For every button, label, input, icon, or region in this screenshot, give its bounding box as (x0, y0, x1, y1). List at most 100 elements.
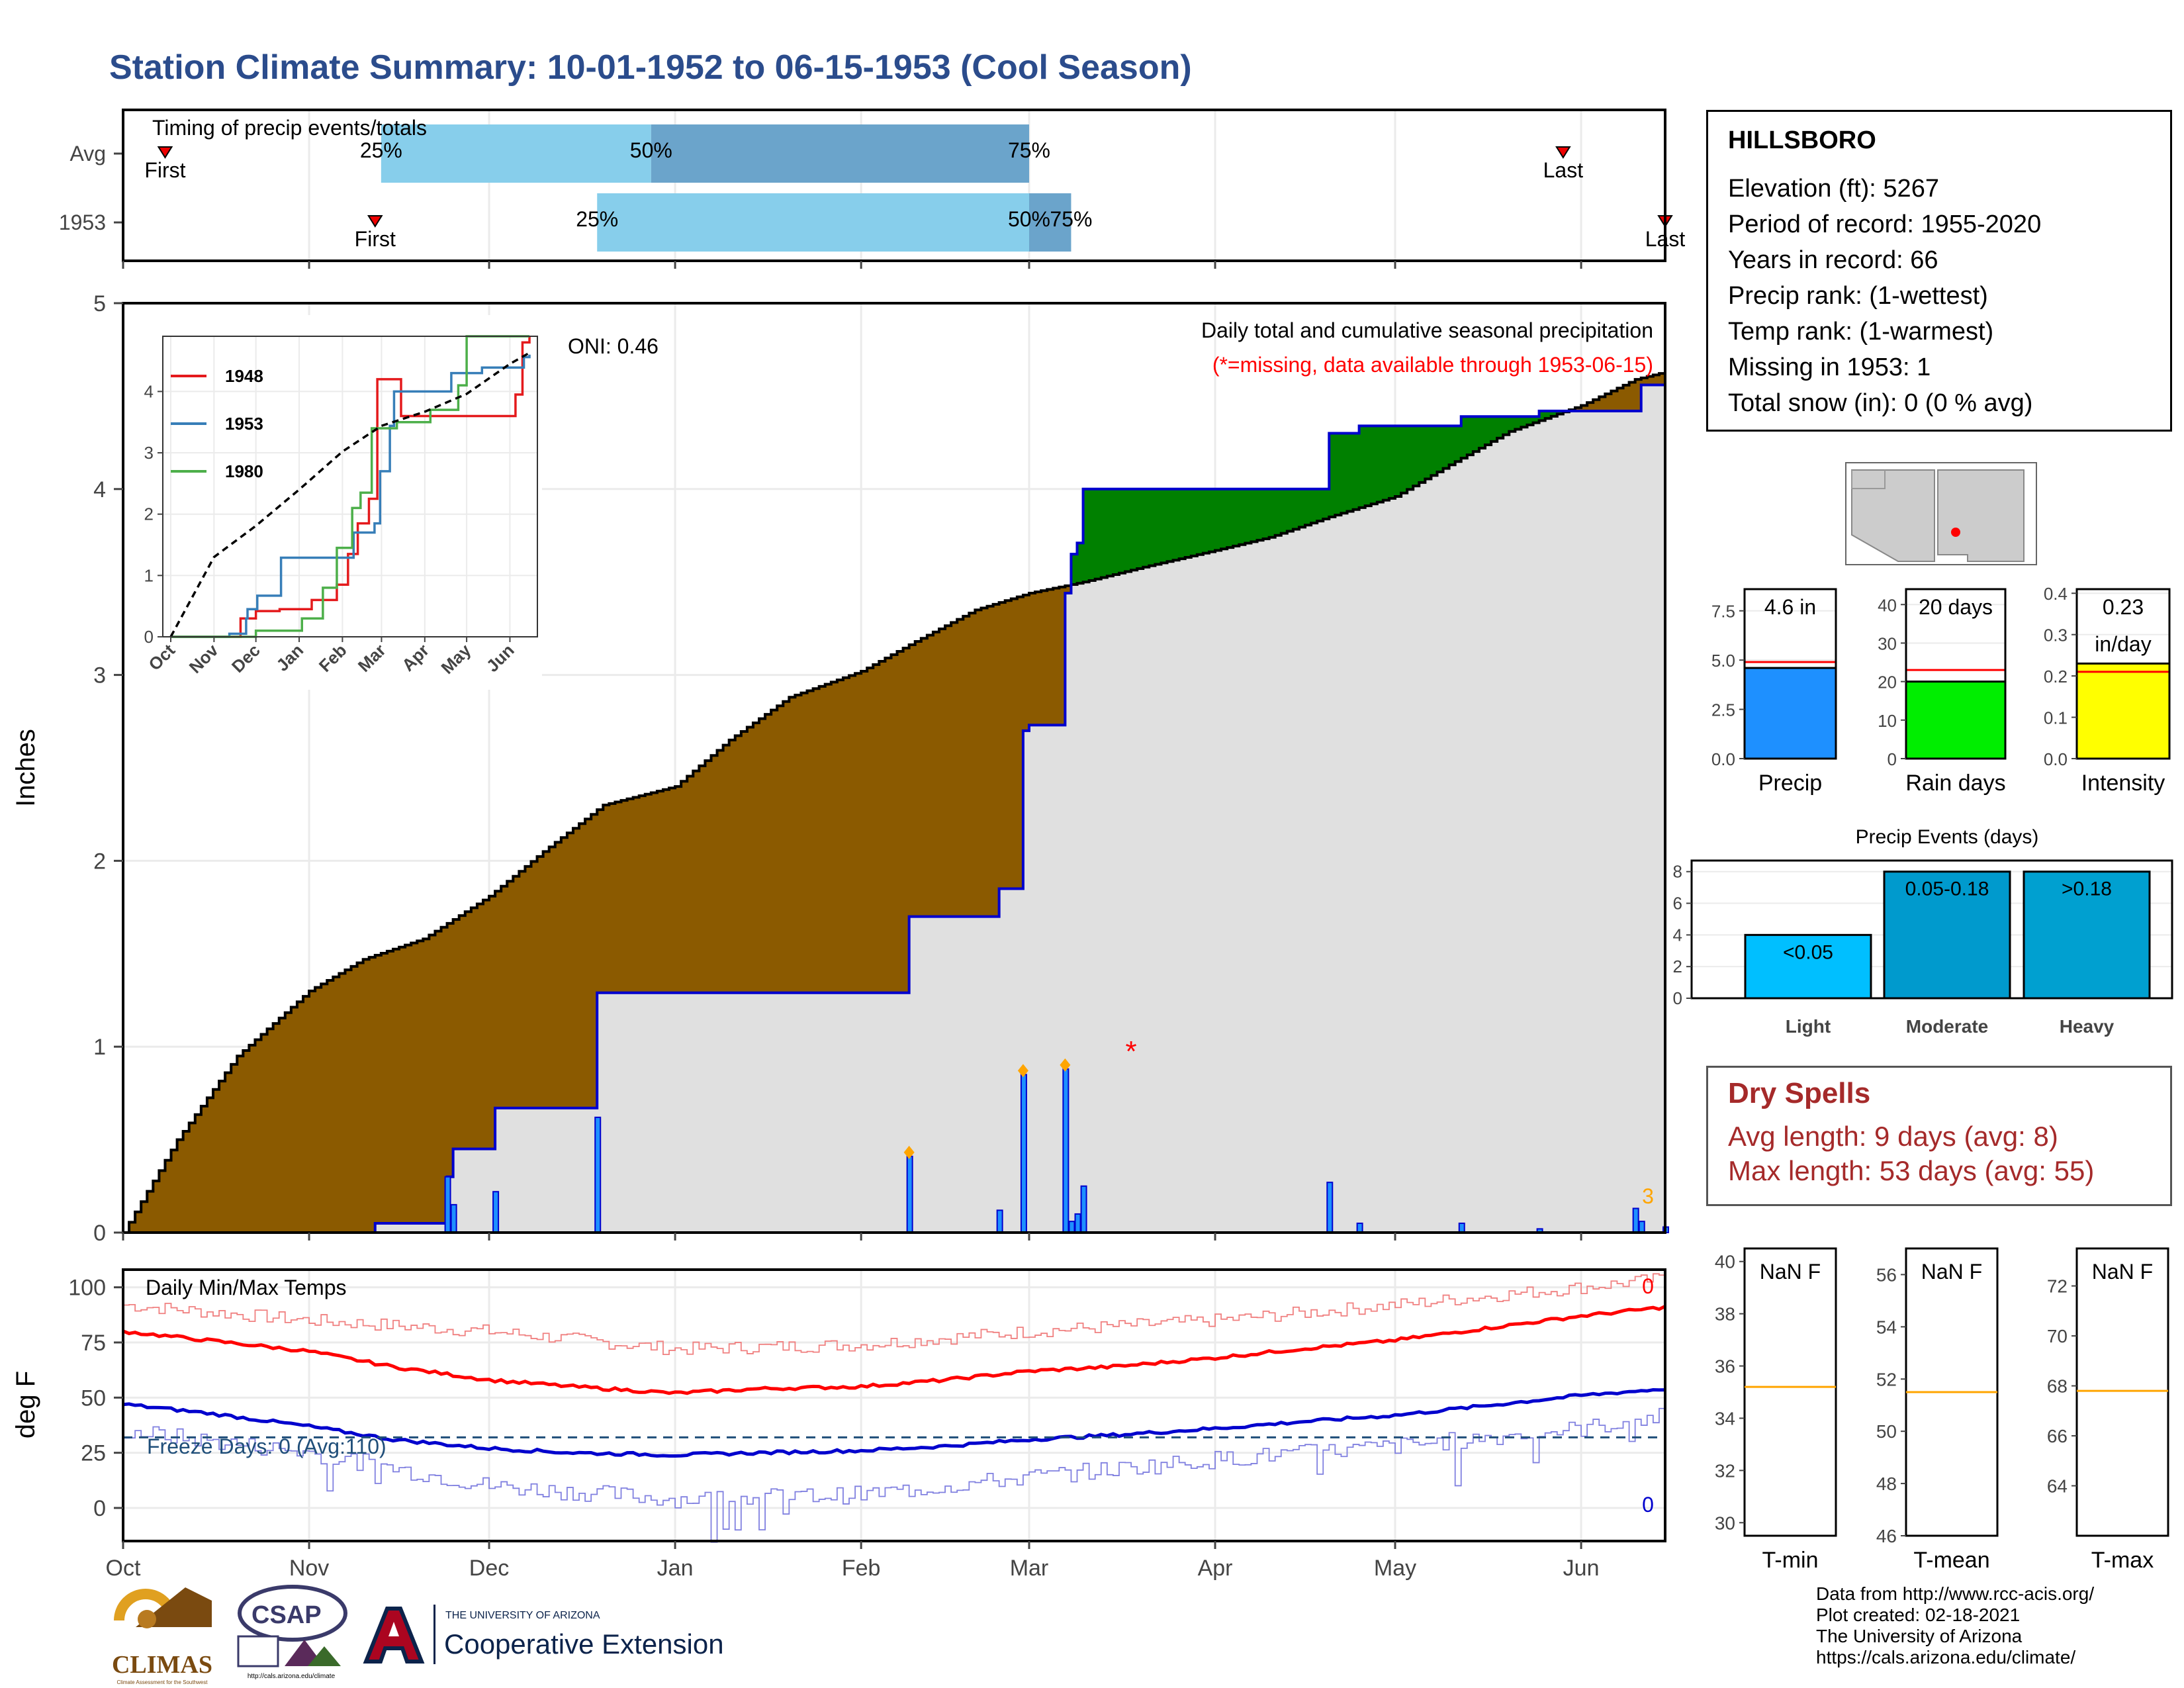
mini-y-tick-label: 0.4 (2044, 584, 2068, 604)
oni-label: ONI: 0.46 (568, 334, 659, 358)
mini-y-tick-label: 40 (1878, 595, 1897, 615)
temp-y-tick-label: 100 (68, 1276, 106, 1301)
temp-y-tick-label: 25 (81, 1441, 106, 1466)
station-line: Precip rank: (1-wettest) (1728, 282, 1988, 310)
temp-summary-tick-label: 30 (1715, 1513, 1735, 1533)
timing-panel-label: Timing of precip events/totals (152, 116, 427, 140)
first-event-marker (157, 146, 173, 159)
station-line: Years in record: 66 (1728, 246, 1938, 274)
temp-summary-tick-label: 50 (1876, 1421, 1897, 1442)
timing-p25-label: 25% (360, 138, 402, 162)
timing-p75-label: 75% (1050, 207, 1092, 231)
mini-y-tick-label: 10 (1878, 711, 1897, 731)
precip-y-tick-label: 0 (93, 1221, 106, 1246)
daily-precip-bar (1080, 1185, 1087, 1234)
precip-y-tick-label: 4 (93, 477, 106, 502)
daily-precip-bar (1638, 1221, 1645, 1233)
avg-min-temp-line (122, 1387, 1666, 1458)
record-min-line (123, 1407, 1666, 1543)
first-event-label: First (144, 158, 185, 182)
csap-wordmark: CSAP (251, 1601, 322, 1629)
page-title: Station Climate Summary: 10-01-1952 to 0… (109, 48, 1192, 87)
event-category-label: Heavy (2060, 1016, 2115, 1037)
temp-summary-tick-label: 52 (1876, 1369, 1897, 1389)
daily-precip-bar (450, 1203, 457, 1234)
mini-y-tick-label: 30 (1878, 633, 1897, 653)
temp-summary-tick-label: 70 (2047, 1326, 2068, 1346)
temp-summary-tick-label: 38 (1715, 1304, 1735, 1325)
temp-summary-tick-label: 66 (2047, 1426, 2068, 1446)
event-bar-light (1744, 933, 1872, 1000)
timing-bar-50-75 (1028, 193, 1071, 252)
mini-bar-precip (1743, 667, 1837, 760)
event-bar-label: >0.18 (2062, 878, 2112, 900)
min-record-count: 0 (1642, 1493, 1654, 1517)
precip-events-title: Precip Events (days) (1856, 826, 2039, 848)
below-average-fill (129, 373, 1665, 1233)
timing-row-label: 1953 (59, 211, 106, 234)
month-tick-label: Oct (106, 1556, 141, 1581)
inset-y-tick-label: 2 (144, 504, 154, 524)
temp-summary-category: T-min (1762, 1548, 1819, 1573)
mini-value-label: 20 days (1919, 595, 1993, 619)
timing-row-label: Avg (69, 142, 106, 165)
inset-series-avg (169, 352, 530, 637)
daily-precip-bar (594, 1116, 602, 1234)
climas-subtitle: Climate Assessment for the Southwest (116, 1679, 208, 1685)
footer-line: The University of Arizona (1816, 1626, 2023, 1646)
temp-summary-tick-label: 46 (1876, 1526, 1897, 1546)
temp-y-tick-label: 75 (81, 1331, 106, 1356)
precip-y-tick-label: 5 (93, 291, 106, 316)
heavy-event-marker (1017, 1064, 1028, 1078)
month-tick-label: Jan (657, 1556, 694, 1581)
month-tick-label: Nov (289, 1556, 329, 1581)
first-event-marker (367, 215, 383, 228)
inset-legend-label: 1953 (225, 414, 263, 434)
temp-summary-value: NaN F (1760, 1260, 1821, 1284)
first-event-label: First (355, 227, 396, 251)
daily-precip-bar (1068, 1221, 1075, 1233)
dry-spells-max: Max length: 53 days (avg: 55) (1728, 1155, 2095, 1186)
temp-panel-bg (123, 1270, 1665, 1541)
timing-panel-border (122, 109, 1666, 262)
mini-y-tick-label: 20 (1878, 673, 1897, 692)
temp-summary-tick-label: 36 (1715, 1356, 1735, 1377)
events-y-tick-label: 8 (1673, 862, 1682, 882)
daily-precip-bar (1458, 1222, 1465, 1233)
daily-precip-bar (1632, 1207, 1639, 1233)
daily-precip-bar (444, 1176, 451, 1234)
csap-logo: CSAP http://cals.arizona.edu/climate (232, 1583, 351, 1683)
event-bar-moderate (1883, 870, 2011, 1000)
temp-summary-tick-label: 34 (1715, 1408, 1735, 1429)
temp-summary-tick-label: 68 (2047, 1376, 2068, 1397)
temp-summary-panel (1743, 1247, 1837, 1537)
inset-border (162, 336, 538, 637)
temp-summary-tick-label: 56 (1876, 1264, 1897, 1285)
inset-y-tick-label: 1 (144, 565, 154, 585)
heavy-event-marker (903, 1145, 915, 1159)
daily-precip-bar (1074, 1213, 1081, 1234)
timing-p50-label: 50% (630, 138, 672, 162)
avg-cumulative-line (123, 371, 1666, 1234)
ua-a-icon (363, 1607, 425, 1664)
station-line: Total snow (in): 0 (0 % avg) (1728, 389, 2033, 417)
mini-value-label: 0.23 (2103, 595, 2144, 619)
temp-summary-category: T-mean (1913, 1548, 1989, 1573)
csap-cloud-icon: CSAP (237, 1585, 347, 1667)
temp-y-axis-label: deg F (11, 1371, 40, 1438)
mini-value-label: 4.6 in (1764, 595, 1816, 619)
event-bar-label: 0.05-0.18 (1905, 878, 1989, 900)
ua-big-text: Cooperative Extension (444, 1628, 724, 1660)
footer-credits: Data from http://www.rcc-acis.org/ Plot … (1816, 1583, 2094, 1668)
mini-y-tick-label: 0.0 (1711, 749, 1735, 769)
mini-y-tick-label: 7.5 (1711, 602, 1735, 622)
footer-line: Data from http://www.rcc-acis.org/ (1816, 1583, 2095, 1604)
mini-bar-raindays (1905, 680, 2007, 760)
year-cumulative-line (123, 377, 1666, 1234)
timing-bar-50-75 (651, 124, 1029, 183)
month-tick-label: May (1374, 1556, 1416, 1581)
avg-max-temp-line (122, 1305, 1666, 1395)
mini-panel-border (1905, 588, 2007, 760)
inset-y-tick-label: 4 (144, 381, 154, 401)
